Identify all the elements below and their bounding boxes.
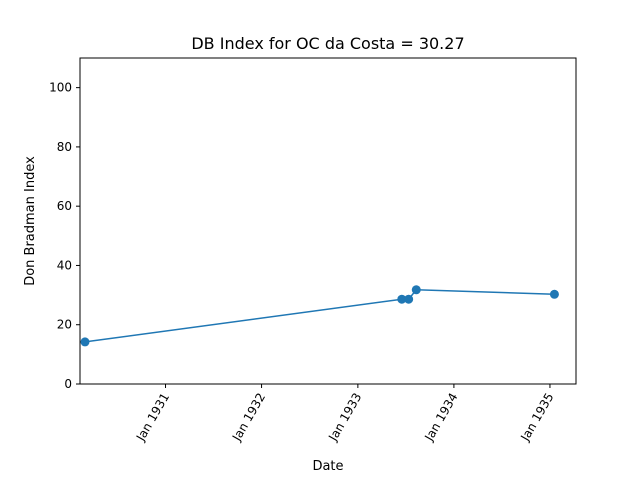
y-tick-label: 80 [57, 140, 72, 154]
data-point [549, 289, 559, 299]
data-point [397, 294, 407, 304]
y-axis-label: Don Bradman Index [23, 156, 38, 286]
series-layer [80, 285, 559, 347]
y-tick-label: 20 [57, 318, 72, 332]
plot-frame [79, 57, 577, 385]
y-tick-label: 60 [57, 199, 72, 213]
x-axis-label: Date [312, 459, 343, 474]
y-tick-label: 0 [64, 377, 72, 391]
data-point [80, 337, 90, 347]
y-tick-label: 100 [49, 81, 72, 95]
data-point [411, 285, 421, 295]
y-axis: 0 20 40 60 80 100 [49, 81, 80, 391]
y-tick-label: 40 [57, 258, 72, 272]
chart-title: DB Index for OC da Costa = 30.27 [191, 34, 464, 53]
data-point [404, 294, 414, 304]
plot-area [79, 57, 577, 385]
